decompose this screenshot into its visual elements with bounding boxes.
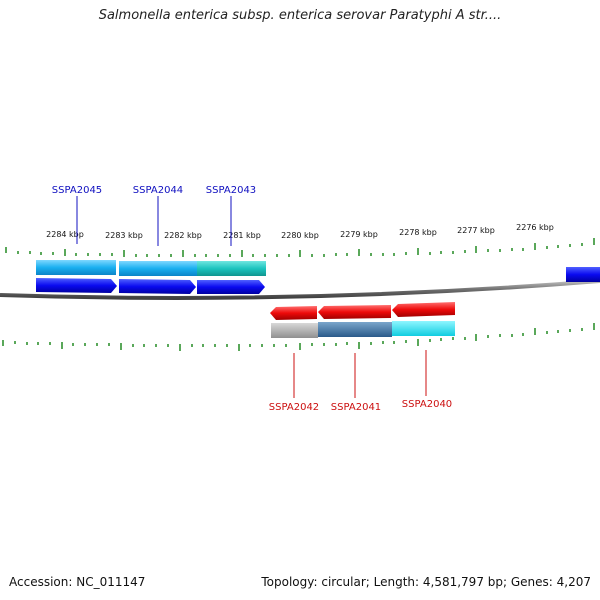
gene-arrow-reverse[interactable] <box>270 306 317 320</box>
gene-label-sspa2040[interactable]: SSPA2040 <box>402 399 452 410</box>
upper-tick-row <box>5 238 595 257</box>
gene-arrow-reverse[interactable] <box>318 305 391 319</box>
accession-text: Accession: NC_011147 <box>9 575 146 589</box>
scale-labels: 2284 kbp 2283 kbp 2282 kbp 2281 kbp 2280… <box>46 223 554 240</box>
genome-backbone <box>0 279 600 300</box>
gene-label-sspa2042[interactable]: SSPA2042 <box>269 402 319 413</box>
scale-label: 2282 kbp <box>164 231 202 240</box>
lower-tick-row <box>2 323 595 351</box>
feature-block[interactable] <box>271 323 318 338</box>
scale-label: 2279 kbp <box>340 230 378 239</box>
gene-arrow-forward[interactable] <box>119 279 196 294</box>
scale-label: 2278 kbp <box>399 228 437 237</box>
map-title: Salmonella enterica subsp. enterica sero… <box>98 8 502 23</box>
gene-arrow-forward[interactable] <box>197 280 265 294</box>
gene-arrow-reverse[interactable] <box>392 302 455 317</box>
feature-block[interactable] <box>36 260 116 275</box>
feature-block[interactable] <box>566 267 600 282</box>
scale-label: 2276 kbp <box>516 223 554 232</box>
gene-arrow-forward[interactable] <box>36 278 117 293</box>
genome-summary-text: Topology: circular; Length: 4,581,797 bp… <box>261 575 591 589</box>
gene-label-sspa2041[interactable]: SSPA2041 <box>331 402 381 413</box>
scale-label: 2283 kbp <box>105 231 143 240</box>
feature-block[interactable] <box>392 321 455 336</box>
scale-label: 2280 kbp <box>281 231 319 240</box>
feature-block[interactable] <box>318 322 392 337</box>
gene-label-sspa2043[interactable]: SSPA2043 <box>206 185 256 196</box>
gene-label-sspa2045[interactable]: SSPA2045 <box>52 185 102 196</box>
scale-label: 2281 kbp <box>223 231 261 240</box>
gene-label-sspa2044[interactable]: SSPA2044 <box>133 185 183 196</box>
feature-block[interactable] <box>119 261 197 276</box>
scale-label: 2284 kbp <box>46 230 84 239</box>
scale-label: 2277 kbp <box>457 226 495 235</box>
feature-block[interactable] <box>197 261 266 276</box>
